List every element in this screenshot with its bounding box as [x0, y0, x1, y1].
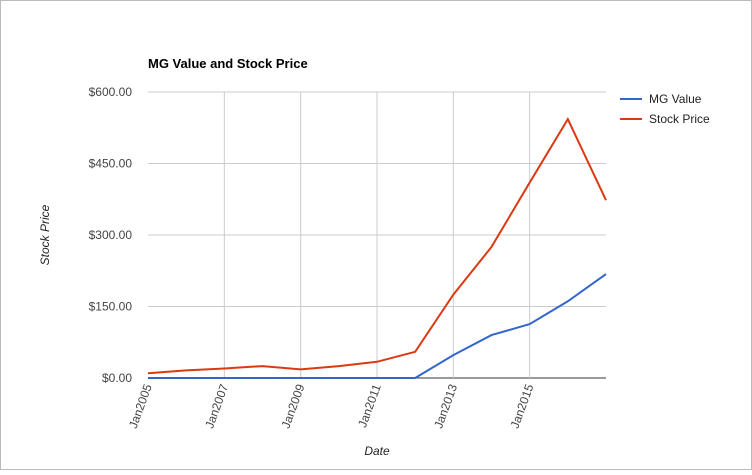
legend-label: MG Value	[649, 92, 702, 106]
legend-label: Stock Price	[649, 112, 710, 126]
series-line	[147, 117, 607, 375]
y-tick-label: $300.00	[89, 228, 133, 242]
y-axis-label: Stock Price	[38, 204, 52, 265]
y-tick-label: $600.00	[89, 85, 133, 99]
y-tick-label: $450.00	[89, 157, 133, 171]
y-tick-label: $0.00	[102, 371, 132, 385]
x-axis-label: Date	[364, 444, 390, 458]
chart-title: MG Value and Stock Price	[148, 56, 308, 71]
series-line	[148, 273, 607, 379]
y-tick-label: $150.00	[89, 300, 133, 314]
